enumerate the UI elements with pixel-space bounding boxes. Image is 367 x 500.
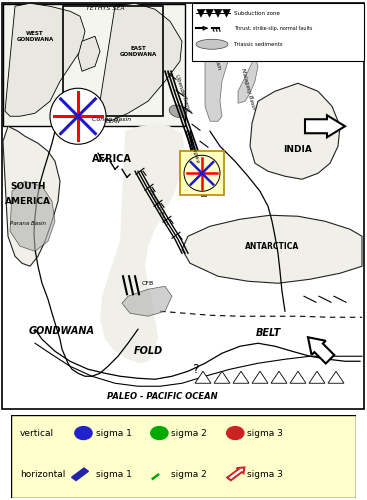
Text: Zambezi Basin: Zambezi Basin — [147, 187, 169, 226]
Text: sigma 2: sigma 2 — [171, 470, 207, 479]
Polygon shape — [309, 371, 325, 384]
Text: Luangwa: Luangwa — [188, 138, 200, 164]
Text: sigma 1: sigma 1 — [95, 428, 131, 438]
Bar — [192, 3, 364, 61]
Bar — [180, 151, 224, 195]
Polygon shape — [95, 3, 182, 121]
Polygon shape — [100, 123, 185, 363]
Text: EAST
GONDWANA: EAST GONDWANA — [119, 46, 157, 56]
Polygon shape — [328, 371, 344, 384]
Polygon shape — [214, 371, 230, 384]
Text: INDIA: INDIA — [284, 145, 312, 154]
Polygon shape — [214, 9, 222, 17]
Text: GONDWANA: GONDWANA — [29, 326, 95, 336]
Text: CFB: CFB — [142, 281, 154, 286]
Polygon shape — [252, 371, 268, 384]
Text: sigma 3: sigma 3 — [247, 470, 283, 479]
Circle shape — [151, 426, 168, 440]
Text: sigma 3: sigma 3 — [247, 428, 283, 438]
Ellipse shape — [169, 105, 187, 118]
Text: sigma 2: sigma 2 — [171, 428, 207, 438]
Circle shape — [184, 155, 220, 191]
Text: PALEO-PACIFIC OCEAN: PALEO-PACIFIC OCEAN — [61, 118, 119, 124]
FancyArrow shape — [308, 338, 334, 363]
Text: WEST
GONDWANA: WEST GONDWANA — [17, 31, 54, 42]
Text: horizontal: horizontal — [20, 470, 65, 479]
Polygon shape — [290, 371, 306, 384]
Polygon shape — [122, 286, 172, 316]
Text: Subduction zone: Subduction zone — [234, 10, 280, 16]
FancyArrow shape — [305, 116, 345, 137]
Circle shape — [226, 426, 244, 440]
Text: Tanga Basin: Tanga Basin — [208, 36, 222, 70]
Polygon shape — [205, 13, 232, 121]
Text: Congo Basin: Congo Basin — [92, 116, 132, 121]
Text: vertical: vertical — [20, 428, 54, 438]
Text: Ubende Trend: Ubende Trend — [174, 74, 190, 112]
Text: TETHYS SEA: TETHYS SEA — [86, 6, 124, 10]
Text: NEO-
TETHYS: NEO- TETHYS — [295, 32, 334, 51]
Text: Malagasy Basin: Malagasy Basin — [240, 68, 256, 110]
Bar — [3, 4, 185, 126]
Text: FOLD: FOLD — [133, 346, 163, 356]
Polygon shape — [197, 9, 205, 17]
Polygon shape — [238, 56, 258, 104]
Text: AFRICA: AFRICA — [92, 154, 132, 164]
Text: Triassic sediments: Triassic sediments — [234, 42, 283, 47]
Text: BELT: BELT — [255, 328, 281, 338]
Polygon shape — [271, 371, 287, 384]
Text: ?: ? — [192, 363, 198, 376]
Polygon shape — [10, 181, 55, 252]
Text: AMERICA: AMERICA — [5, 196, 51, 206]
Polygon shape — [250, 83, 340, 180]
FancyArrow shape — [72, 468, 88, 480]
Polygon shape — [222, 9, 230, 17]
Polygon shape — [3, 126, 60, 266]
Text: sigma 1: sigma 1 — [95, 470, 131, 479]
Circle shape — [75, 426, 92, 440]
Polygon shape — [78, 36, 100, 71]
Polygon shape — [233, 371, 249, 384]
Text: Parana Basin: Parana Basin — [10, 221, 46, 226]
Ellipse shape — [196, 40, 228, 50]
Text: Thrust, strike-slip, normal faults: Thrust, strike-slip, normal faults — [234, 26, 312, 31]
Text: PALEO - PACIFIC OCEAN: PALEO - PACIFIC OCEAN — [107, 392, 217, 401]
Bar — [63, 6, 163, 116]
Polygon shape — [195, 371, 211, 384]
Text: ANTARCTICA: ANTARCTICA — [245, 242, 299, 251]
Text: SOUTH: SOUTH — [10, 182, 46, 190]
Polygon shape — [182, 215, 362, 283]
Polygon shape — [206, 9, 214, 17]
Circle shape — [50, 88, 106, 144]
FancyArrow shape — [227, 468, 244, 480]
Text: NEO-
TETHYS: NEO- TETHYS — [295, 32, 334, 51]
Polygon shape — [5, 3, 85, 116]
